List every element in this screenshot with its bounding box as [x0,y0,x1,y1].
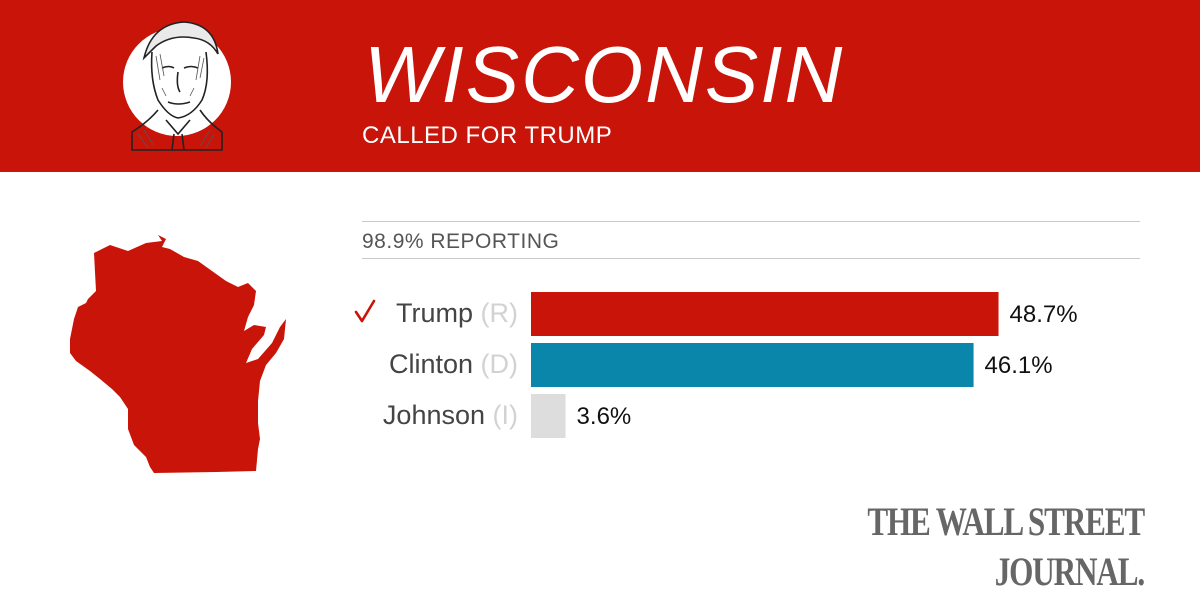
value-label-johnson: 3.6% [577,403,632,430]
header-banner: WISCONSIN CALLED FOR TRUMP [0,0,1200,172]
results-bar-chart: Trump (R) 48.7% Clinton (D) 46.1% Johnson (I… [354,292,1078,438]
bar-johnson [531,394,566,438]
candidate-label-clinton: Clinton (D) [389,349,518,379]
wisconsin-map [70,235,286,473]
bottom-divider [362,258,1140,259]
called-status: CALLED FOR TRUMP [362,122,613,149]
candidate-portrait [123,21,231,151]
candidate-label-johnson: Johnson (I) [383,400,518,430]
state-title: WISCONSIN [364,30,845,119]
candidate-label-trump: Trump (R) [396,298,518,328]
bar-clinton [531,343,974,387]
reporting-status: 98.9% REPORTING [362,230,560,253]
value-label-clinton: 46.1% [985,352,1053,379]
publisher-logo: THE WALL STREET JOURNAL. [867,499,1145,594]
value-label-trump: 48.7% [1010,301,1078,328]
check-mark-icon [354,299,376,323]
top-divider [362,221,1140,222]
bar-trump [531,292,999,336]
